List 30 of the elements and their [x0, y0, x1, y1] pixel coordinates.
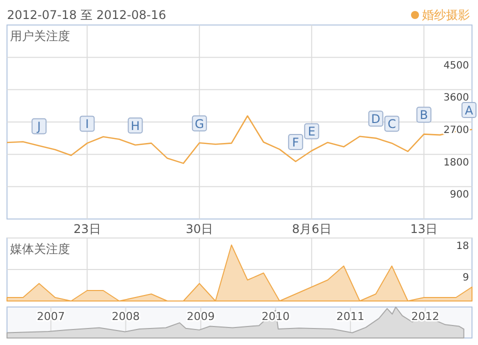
annotation-text: A: [464, 104, 474, 118]
annotation-text: D: [371, 112, 380, 126]
xtick-label: 23日: [74, 222, 101, 236]
xtick-label: 2012: [411, 310, 440, 323]
annotation-text: C: [388, 117, 396, 132]
annotation-text: J: [37, 120, 41, 134]
legend-label: 婚纱摄影: [422, 8, 470, 22]
ytick-label: 18: [456, 241, 469, 252]
xtick-label: 2009: [186, 310, 215, 323]
annotation-text: H: [130, 119, 140, 133]
ytick-label: 3600: [444, 92, 469, 104]
ytick-label: 9: [462, 272, 469, 284]
xtick-label: 2007: [36, 310, 65, 323]
ytick-label: 900: [450, 190, 469, 201]
ytick-label: 4500: [444, 60, 469, 72]
annotation-text: I: [85, 117, 89, 132]
annotation-text: G: [194, 116, 204, 131]
xtick-label: 2010: [262, 310, 290, 323]
ylabel: 用户关注度: [10, 29, 70, 43]
xtick-label: 8月6日: [292, 222, 332, 236]
title: 2012-07-18 至 2012-08-16: [7, 8, 166, 22]
annotation-text: F: [292, 136, 300, 150]
ytick-label: 1800: [444, 157, 469, 168]
xtick-label: 30日: [186, 222, 214, 236]
xtick-label: 2011: [336, 310, 364, 323]
annotation-text: B: [420, 108, 428, 122]
xtick-label: 13日: [410, 222, 438, 236]
annotation-text: E: [308, 124, 316, 139]
xtick-label: 2008: [112, 310, 140, 323]
ylabel: 媒体关注度: [10, 242, 70, 256]
